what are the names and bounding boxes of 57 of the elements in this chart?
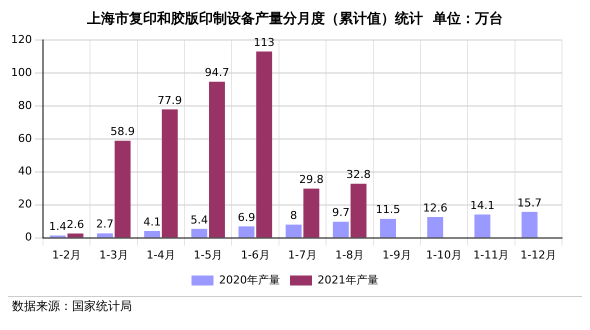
x-tick-label: 1-2月 <box>52 248 82 262</box>
data-label: 14.1 <box>470 198 495 212</box>
x-tick-label: 1-3月 <box>99 248 128 262</box>
data-label: 29.8 <box>299 173 324 186</box>
bar <box>380 218 396 238</box>
legend-label: 2020年产量 <box>219 273 280 286</box>
bar <box>238 226 254 238</box>
x-tick-label: 1-4月 <box>146 248 176 262</box>
y-tick-label: 20 <box>18 198 32 211</box>
bar <box>162 109 178 238</box>
data-label: 58.9 <box>110 125 135 138</box>
bar <box>286 224 302 238</box>
data-label: 32.8 <box>346 168 371 182</box>
data-label: 77.9 <box>158 94 182 107</box>
bar <box>96 233 113 238</box>
x-tick-label: 1-9月 <box>382 248 412 262</box>
y-tick-label: 120 <box>10 32 32 46</box>
bar <box>191 228 208 238</box>
data-label: 8 <box>290 208 298 222</box>
bar <box>67 234 84 238</box>
data-label: 12.6 <box>422 201 448 214</box>
bar <box>114 140 131 238</box>
x-tick-label: 1-8月 <box>335 248 364 262</box>
data-label: 1.4 <box>48 220 66 233</box>
legend-label: 2021年产量 <box>318 273 378 286</box>
y-tick-label: 40 <box>18 164 32 178</box>
bar <box>474 214 490 238</box>
x-tick-label: 1-10月 <box>426 248 462 262</box>
y-tick-label: 60 <box>18 132 32 145</box>
data-label: 9.7 <box>332 206 350 220</box>
x-tick-label: 1-5月 <box>194 248 223 262</box>
bar <box>209 82 225 238</box>
y-tick-label: 80 <box>18 98 32 112</box>
chart-title: 上海市复印和胶版印制设备产量分月度（累计值）统计 单位：万台 <box>86 10 504 29</box>
x-tick-label: 1-6月 <box>240 248 270 262</box>
data-label: 5.4 <box>190 213 208 226</box>
data-label: 4.1 <box>143 215 161 228</box>
data-label: 2.7 <box>96 218 114 231</box>
x-tick-label: 1-7月 <box>288 248 317 262</box>
x-tick-label: 1-12月 <box>520 248 556 262</box>
data-label: 94.7 <box>204 66 230 80</box>
data-label: 2.6 <box>66 218 84 231</box>
bar <box>256 52 272 238</box>
bar <box>303 188 320 238</box>
y-tick-label: 100 <box>10 66 32 79</box>
data-label: 11.5 <box>376 203 400 216</box>
data-label: 6.9 <box>238 210 256 224</box>
x-tick-label: 1-11月 <box>473 248 510 262</box>
bar <box>332 222 349 238</box>
data-label: 15.7 <box>517 196 542 210</box>
bar <box>350 184 366 238</box>
source-note: 数据来源：国家统计局 <box>8 296 582 315</box>
data-label: 113 <box>254 36 275 49</box>
bar <box>427 217 444 238</box>
bar <box>522 212 538 238</box>
bar <box>144 231 160 238</box>
y-tick-label: 0 <box>24 230 32 244</box>
